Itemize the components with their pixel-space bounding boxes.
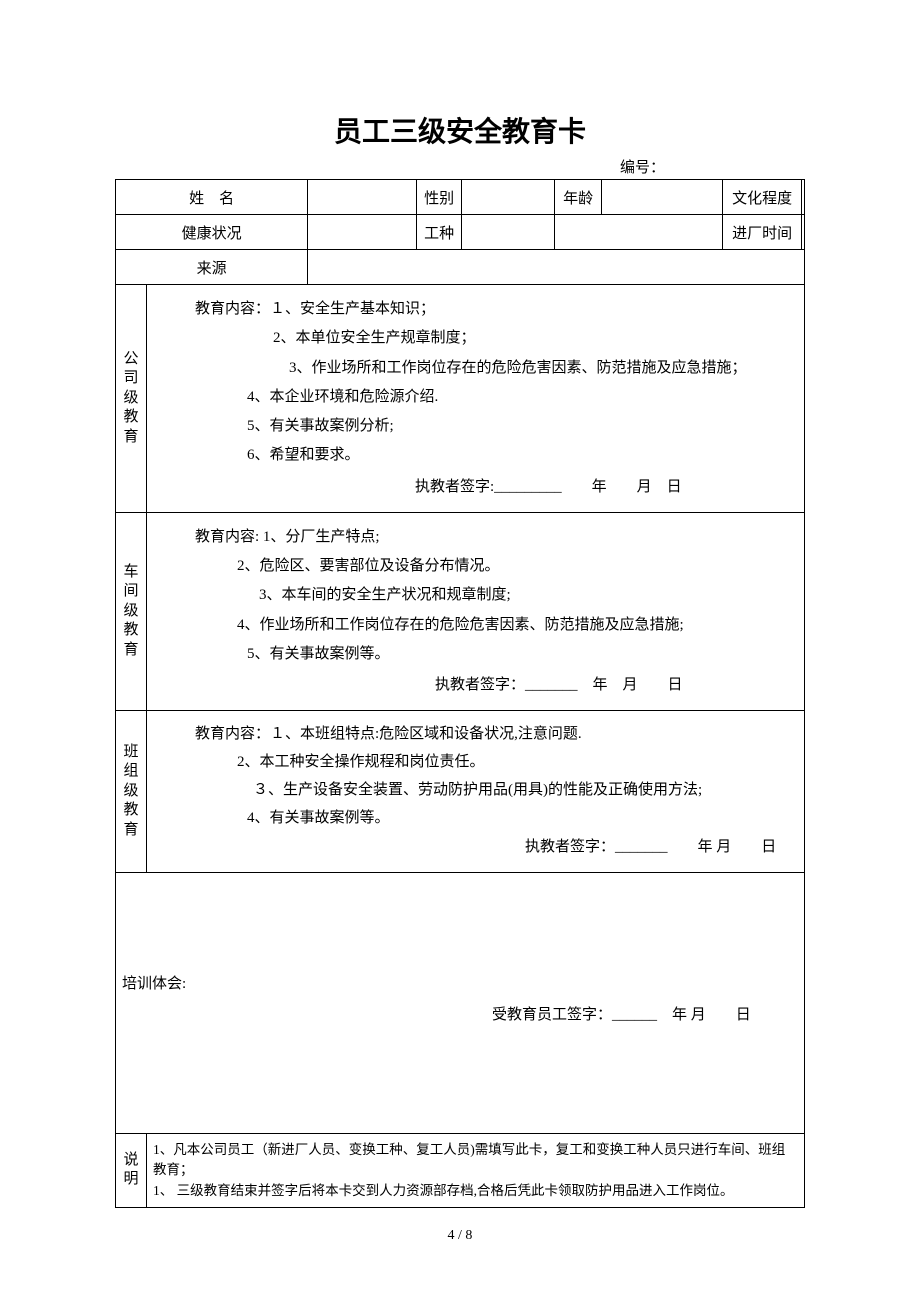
workshop-edu-line-2: 2、危险区、要害部位及设备分布情况。: [155, 552, 796, 581]
team-edu-line-3: ３、生产设备安全装置、劳动防护用品(用具)的性能及正确使用方法;: [155, 777, 796, 805]
training-row: 培训体会: 受教育员工签字：______ 年 月 日: [116, 873, 805, 1134]
team-edu-line-4: 4、有关事故案例等。: [155, 805, 796, 833]
name-label: 姓 名: [116, 180, 308, 215]
edu-value[interactable]: [802, 180, 805, 215]
page: 员工三级安全教育卡 编号： 姓 名 性别 年龄 文化程度 健康状况 工种 进厂时…: [0, 0, 920, 1302]
name-value[interactable]: [308, 180, 417, 215]
team-edu-line-2: 2、本工种安全操作规程和岗位责任。: [155, 749, 796, 777]
notes-content: 1、凡本公司员工（新进厂人员、变换工种、复工人员)需填写此卡，复工和变换工种人员…: [147, 1134, 805, 1208]
company-edu-row: 公司级教育 教育内容：１、安全生产基本知识； 2、本单位安全生产规章制度； 3、…: [116, 285, 805, 513]
workshop-edu-line-1: 教育内容: 1、分厂生产特点;: [155, 523, 796, 552]
workshop-edu-line-4: 4、作业场所和工作岗位存在的危险危害因素、防范措施及应急措施;: [155, 611, 796, 640]
header-row-1: 姓 名 性别 年龄 文化程度: [116, 180, 805, 215]
notes-row: 说明 1、凡本公司员工（新进厂人员、变换工种、复工人员)需填写此卡，复工和变换工…: [116, 1134, 805, 1208]
training-header: 培训体会:: [122, 972, 798, 998]
company-edu-sign[interactable]: 执教者签字:_________ 年 月 日: [155, 471, 796, 504]
team-edu-content: 教育内容：１、本班组特点:危险区域和设备状况,注意问题. 2、本工种安全操作规程…: [147, 711, 805, 873]
source-label: 来源: [116, 250, 308, 285]
workshop-edu-label: 车间级教育: [116, 512, 147, 711]
company-edu-line-1: 教育内容：１、安全生产基本知识；: [155, 295, 796, 324]
notes-label: 说明: [116, 1134, 147, 1208]
blank-cell[interactable]: [555, 215, 723, 250]
serial-number-label: 编号：: [115, 156, 805, 177]
job-value[interactable]: [462, 215, 555, 250]
team-edu-line-1: 教育内容：１、本班组特点:危险区域和设备状况,注意问题.: [155, 721, 796, 749]
job-label: 工种: [417, 215, 462, 250]
edu-label: 文化程度: [723, 180, 802, 215]
team-edu-label: 班组级教育: [116, 711, 147, 873]
age-value[interactable]: [602, 180, 723, 215]
source-value[interactable]: [308, 250, 805, 285]
workshop-edu-line-5: 5、有关事故案例等。: [155, 640, 796, 669]
company-edu-line-6: 6、希望和要求。: [155, 441, 796, 470]
header-row-3: 来源: [116, 250, 805, 285]
workshop-edu-content: 教育内容: 1、分厂生产特点; 2、危险区、要害部位及设备分布情况。 3、本车间…: [147, 512, 805, 711]
document-title: 员工三级安全教育卡: [115, 110, 805, 150]
notes-line-2: 1、 三级教育结束并签字后将本卡交到人力资源部存档,合格后凭此卡领取防护用品进入…: [153, 1181, 798, 1201]
training-cell[interactable]: 培训体会: 受教育员工签字：______ 年 月 日: [116, 873, 805, 1134]
company-edu-content: 教育内容：１、安全生产基本知识； 2、本单位安全生产规章制度； 3、作业场所和工…: [147, 285, 805, 513]
health-value[interactable]: [308, 215, 417, 250]
entry-label: 进厂时间: [723, 215, 802, 250]
age-label: 年龄: [555, 180, 602, 215]
header-row-2: 健康状况 工种 进厂时间: [116, 215, 805, 250]
health-label: 健康状况: [116, 215, 308, 250]
workshop-edu-line-3: 3、本车间的安全生产状况和规章制度;: [155, 581, 796, 610]
team-edu-sign[interactable]: 执教者签字：_______ 年 月 日: [155, 832, 796, 864]
training-sign[interactable]: 受教育员工签字：______ 年 月 日: [122, 1001, 798, 1031]
team-edu-row: 班组级教育 教育内容：１、本班组特点:危险区域和设备状况,注意问题. 2、本工种…: [116, 711, 805, 873]
education-card-table: 姓 名 性别 年龄 文化程度 健康状况 工种 进厂时间 来源 公司级: [115, 179, 805, 1208]
workshop-edu-sign[interactable]: 执教者签字：_______ 年 月 日: [155, 669, 796, 702]
entry-value[interactable]: [802, 215, 805, 250]
company-edu-label: 公司级教育: [116, 285, 147, 513]
workshop-edu-row: 车间级教育 教育内容: 1、分厂生产特点; 2、危险区、要害部位及设备分布情况。…: [116, 512, 805, 711]
company-edu-line-2: 2、本单位安全生产规章制度；: [155, 324, 796, 353]
page-number: 4 / 8: [0, 1228, 920, 1244]
gender-label: 性别: [417, 180, 462, 215]
company-edu-line-5: 5、有关事故案例分析;: [155, 412, 796, 441]
gender-value[interactable]: [462, 180, 555, 215]
company-edu-line-4: 4、本企业环境和危险源介绍.: [155, 383, 796, 412]
company-edu-line-3: 3、作业场所和工作岗位存在的危险危害因素、防范措施及应急措施；: [155, 354, 796, 383]
notes-line-1: 1、凡本公司员工（新进厂人员、变换工种、复工人员)需填写此卡，复工和变换工种人员…: [153, 1140, 798, 1181]
